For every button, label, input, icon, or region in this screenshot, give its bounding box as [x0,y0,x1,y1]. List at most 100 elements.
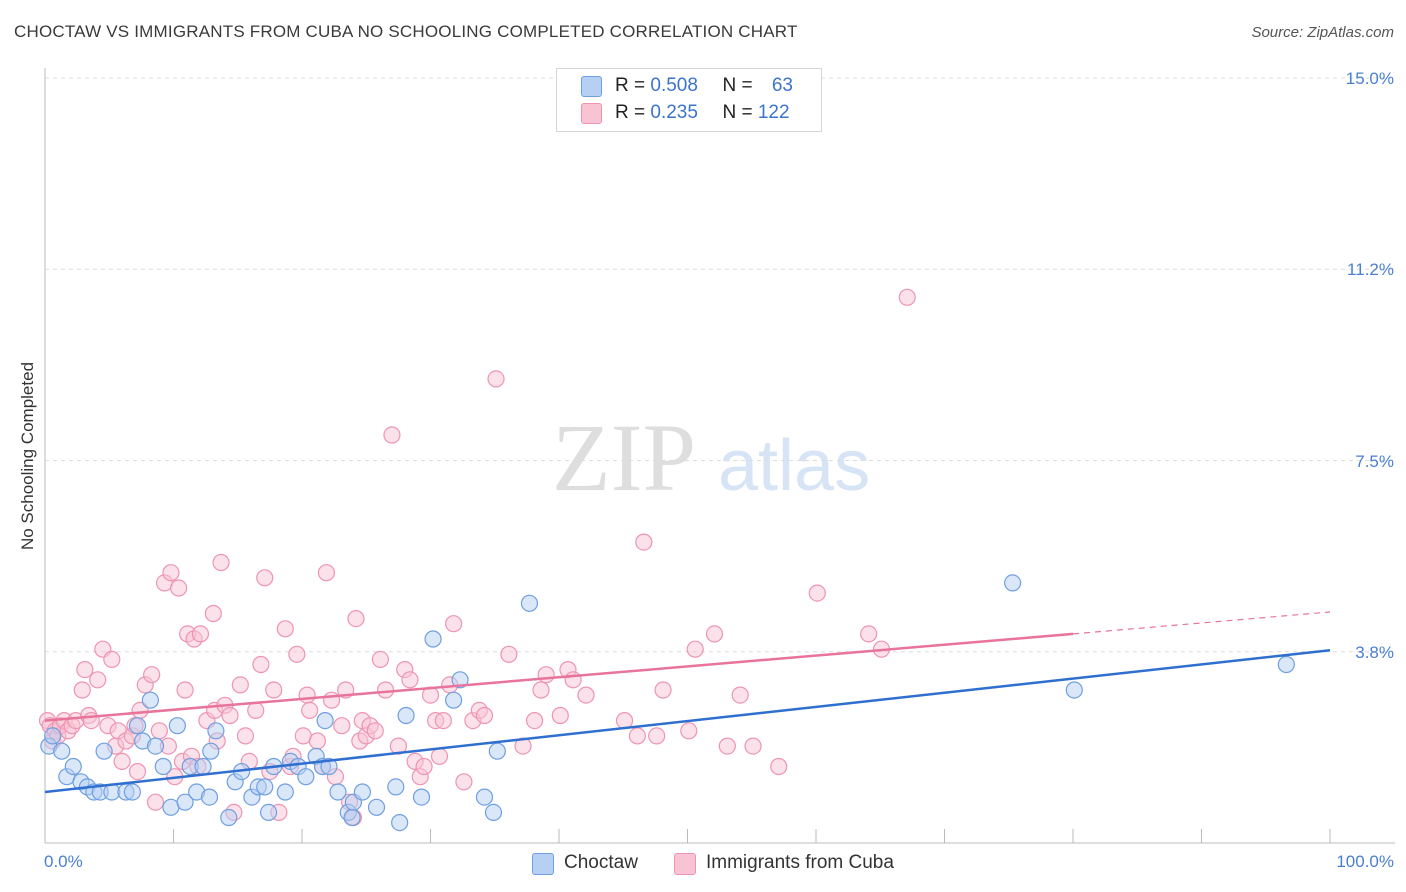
cuba-point [628,727,646,745]
legend-swatch-choctaw [532,853,554,875]
choctaw-point [329,783,347,801]
cuba-point [288,645,306,663]
cuba-point [564,671,582,689]
cuba-point [648,727,666,745]
choctaw-point [343,808,361,827]
choctaw-point [451,671,469,689]
cuba-point [537,666,555,684]
legend-r-label: R = [615,75,651,96]
legend-text: R = 0.235 N = 122 [615,102,790,124]
cuba-point [236,727,255,745]
choctaw-point [484,803,503,822]
cuba-point [731,686,749,704]
cuba-point [143,666,161,684]
cuba-point [276,620,294,638]
cuba-point [654,681,672,699]
legend-swatch-cuba [581,103,602,124]
choctaw-point [123,783,141,801]
grid-lines [45,77,1395,653]
legend-swatch-cuba [674,853,696,875]
cuba-point [256,569,274,587]
cuba-point [770,757,788,776]
cuba-point [445,615,463,633]
legend-r-label: R = [615,102,651,123]
choctaw-point [412,788,431,806]
cuba-point [487,370,505,388]
legend-n-value: 122 [757,102,790,123]
cuba-point [170,579,188,597]
cuba-point [308,732,327,750]
cuba-point [686,640,704,658]
watermark: ZIP atlas [552,404,870,511]
legend-swatch-choctaw [581,76,602,97]
cuba-point [212,553,230,572]
series-choctaw-points [40,574,1295,832]
cuba-point [383,426,401,444]
choctaw-point [207,722,225,740]
y-tick-label: 3.8% [1355,642,1394,662]
choctaw-point [316,711,334,730]
cuba-point [415,757,433,776]
legend-r-value: 0.508 [650,75,698,96]
choctaw-point [387,778,405,796]
cuba-trend-line-extension [1072,611,1331,635]
chart-title: CHOCTAW VS IMMIGRANTS FROM CUBA NO SCHOO… [14,22,798,41]
choctaw-point [53,742,71,760]
cuba-point [551,706,569,725]
legend-r-value: 0.235 [650,102,698,123]
cuba-point [191,625,210,643]
cuba-point [176,681,194,699]
cuba-point [525,711,544,730]
cuba-point [301,701,319,720]
cuba-trend-line [44,632,1074,722]
choctaw-point [1065,681,1083,699]
legend-n-value: 63 [771,75,793,96]
choctaw-point [202,742,220,760]
cuba-point [475,706,494,725]
cuba-point [204,604,222,623]
choctaw-point [488,742,506,760]
cuba-point [455,773,473,791]
choctaw-point [64,757,82,776]
cuba-point [128,762,147,781]
cuba-point [532,681,550,699]
choctaw-point [397,706,415,725]
cuba-point [371,650,389,669]
choctaw-point [424,630,442,648]
chart-source: Source: ZipAtlas.com [1251,24,1394,41]
choctaw-point [1277,655,1295,674]
cuba-point [89,671,107,689]
cuba-point [322,691,341,709]
correlation-legend: R = 0.508 N = 63 R = 0.235 N = 122 [556,68,822,132]
choctaw-point [475,788,494,806]
cuba-point [113,752,131,771]
choctaw-point [128,717,147,735]
cuba-point [231,676,249,694]
cuba-point [808,584,826,602]
choctaw-point [445,691,463,709]
choctaw-point [146,737,165,755]
choctaw-point [220,808,238,827]
cuba-point [376,681,395,699]
trend-lines [44,611,1331,794]
choctaw-point [259,803,278,822]
cuba-point [718,737,736,755]
legend-label-choctaw: Choctaw [564,852,638,873]
cuba-point [265,681,283,699]
choctaw-point [297,768,315,786]
cuba-point [298,686,316,704]
choctaw-point [367,798,386,816]
x-tick-label-max: 100.0% [1336,852,1394,871]
y-tick-label: 11.2% [1347,260,1394,280]
choctaw-point [194,757,212,776]
choctaw-point [276,783,294,801]
cuba-point [577,686,595,704]
choctaw-point [391,813,409,832]
cuba-point [76,660,94,679]
cuba-point [401,671,419,689]
watermark-atlas: atlas [718,426,870,506]
choctaw-point [200,788,219,806]
legend-n-label: N = [722,102,758,123]
choctaw-point [1004,574,1022,592]
